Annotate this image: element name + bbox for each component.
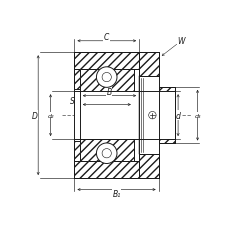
Circle shape bbox=[148, 112, 155, 119]
Polygon shape bbox=[139, 53, 158, 77]
Text: d₃: d₃ bbox=[194, 113, 200, 118]
Text: B₁: B₁ bbox=[112, 189, 120, 198]
Circle shape bbox=[102, 73, 111, 82]
Circle shape bbox=[96, 143, 117, 164]
Text: D: D bbox=[32, 111, 38, 120]
Bar bbox=[74, 92, 174, 139]
Polygon shape bbox=[139, 154, 158, 178]
Polygon shape bbox=[74, 70, 79, 90]
Polygon shape bbox=[74, 53, 139, 70]
Polygon shape bbox=[74, 161, 139, 178]
Polygon shape bbox=[79, 70, 133, 92]
Circle shape bbox=[102, 149, 111, 158]
Text: B: B bbox=[106, 87, 112, 96]
Circle shape bbox=[96, 68, 117, 88]
Text: C: C bbox=[104, 33, 109, 42]
Polygon shape bbox=[79, 139, 133, 161]
Text: d: d bbox=[175, 111, 180, 120]
Text: d₂: d₂ bbox=[47, 113, 54, 118]
Text: S: S bbox=[70, 96, 75, 105]
Polygon shape bbox=[158, 87, 174, 144]
Polygon shape bbox=[74, 141, 79, 161]
Text: W: W bbox=[176, 37, 184, 46]
